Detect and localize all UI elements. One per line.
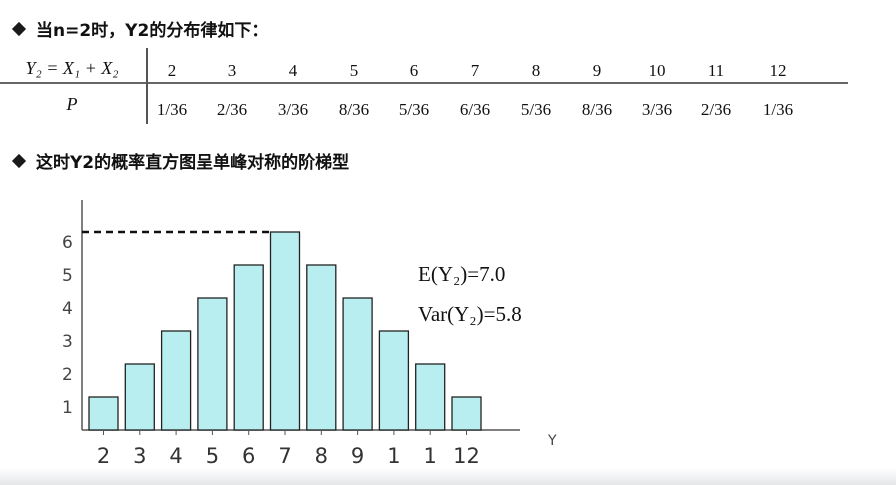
table-value: 8 xyxy=(531,61,541,80)
table-probability: 3/36 xyxy=(277,100,309,119)
histogram-bar xyxy=(160,330,192,431)
table-probability: 5/36 xyxy=(520,100,552,119)
histogram-bar xyxy=(342,297,373,431)
x-tick-label: 12 xyxy=(453,444,480,468)
table-probability: 1/36 xyxy=(762,100,794,119)
table-probability: 6/36 xyxy=(459,100,491,119)
x-tick-label: 6 xyxy=(242,444,255,468)
y-tick-label: 5 xyxy=(62,266,73,286)
x-tick-label: 5 xyxy=(206,444,219,468)
histogram-bar xyxy=(88,396,119,431)
histogram-bar xyxy=(415,363,446,431)
table-value: 12 xyxy=(769,61,787,80)
x-axis-label: Y xyxy=(547,433,557,449)
table-value: 7 xyxy=(470,61,480,80)
y-tick-label: 3 xyxy=(62,332,73,352)
histogram-bar xyxy=(197,297,228,431)
histogram-bar xyxy=(451,396,482,431)
table-value: 5 xyxy=(349,61,359,80)
mean-label: E(Y₂)=7.0 xyxy=(418,262,506,286)
table-probability: 3/36 xyxy=(641,100,673,119)
heading-1: 当n=2时，Y2的分布律如下： xyxy=(11,16,269,41)
footer-band xyxy=(0,468,896,485)
y-tick-label: 2 xyxy=(62,365,73,385)
histogram-bar xyxy=(378,330,410,431)
y-tick-label: 4 xyxy=(62,299,73,319)
y-tick-label: 6 xyxy=(62,233,73,253)
histogram-bar xyxy=(233,264,264,431)
table-probability: 5/36 xyxy=(398,100,430,119)
table-column-divider xyxy=(146,48,148,124)
x-tick-label: 9 xyxy=(351,444,364,468)
x-tick-label: 7 xyxy=(278,444,291,468)
table-probability: 8/36 xyxy=(338,100,370,119)
x-tick-label: 3 xyxy=(133,444,146,468)
table-value: 11 xyxy=(707,61,725,80)
table-value: 9 xyxy=(592,61,602,80)
table-value: 2 xyxy=(167,61,177,80)
table-probability: 2/36 xyxy=(216,100,248,119)
heading-2-text: 这时Y2的概率直方图呈单峰对称的阶梯型 xyxy=(36,153,350,173)
x-tick-label: 1 xyxy=(387,444,400,468)
row-header-p: P xyxy=(66,94,78,114)
table-value: 4 xyxy=(288,61,298,80)
histogram-bar xyxy=(269,231,301,431)
heading-1-text: 当n=2时，Y2的分布律如下： xyxy=(36,21,269,41)
x-tick-label: 1 xyxy=(424,444,437,468)
y-tick-label: 1 xyxy=(62,398,73,418)
x-tick-label: 8 xyxy=(315,444,328,468)
table-value: 3 xyxy=(227,61,237,80)
table-value: 10 xyxy=(648,61,666,80)
table-divider xyxy=(0,82,848,84)
table-probability: 1/36 xyxy=(156,100,188,119)
table-probability: 8/36 xyxy=(581,100,613,119)
histogram-bar xyxy=(124,363,155,431)
heading-2: 这时Y2的概率直方图呈单峰对称的阶梯型 xyxy=(11,148,350,173)
table-probability: 2/36 xyxy=(700,100,732,119)
histogram-bar xyxy=(306,264,337,431)
x-tick-label: 2 xyxy=(97,444,110,468)
variance-label: Var(Y₂)=5.8 xyxy=(418,302,522,326)
row-header-y2: Y₂ = X₁ + X₂ xyxy=(25,58,119,78)
table-value: 6 xyxy=(409,61,419,80)
x-tick-label: 4 xyxy=(169,444,182,468)
